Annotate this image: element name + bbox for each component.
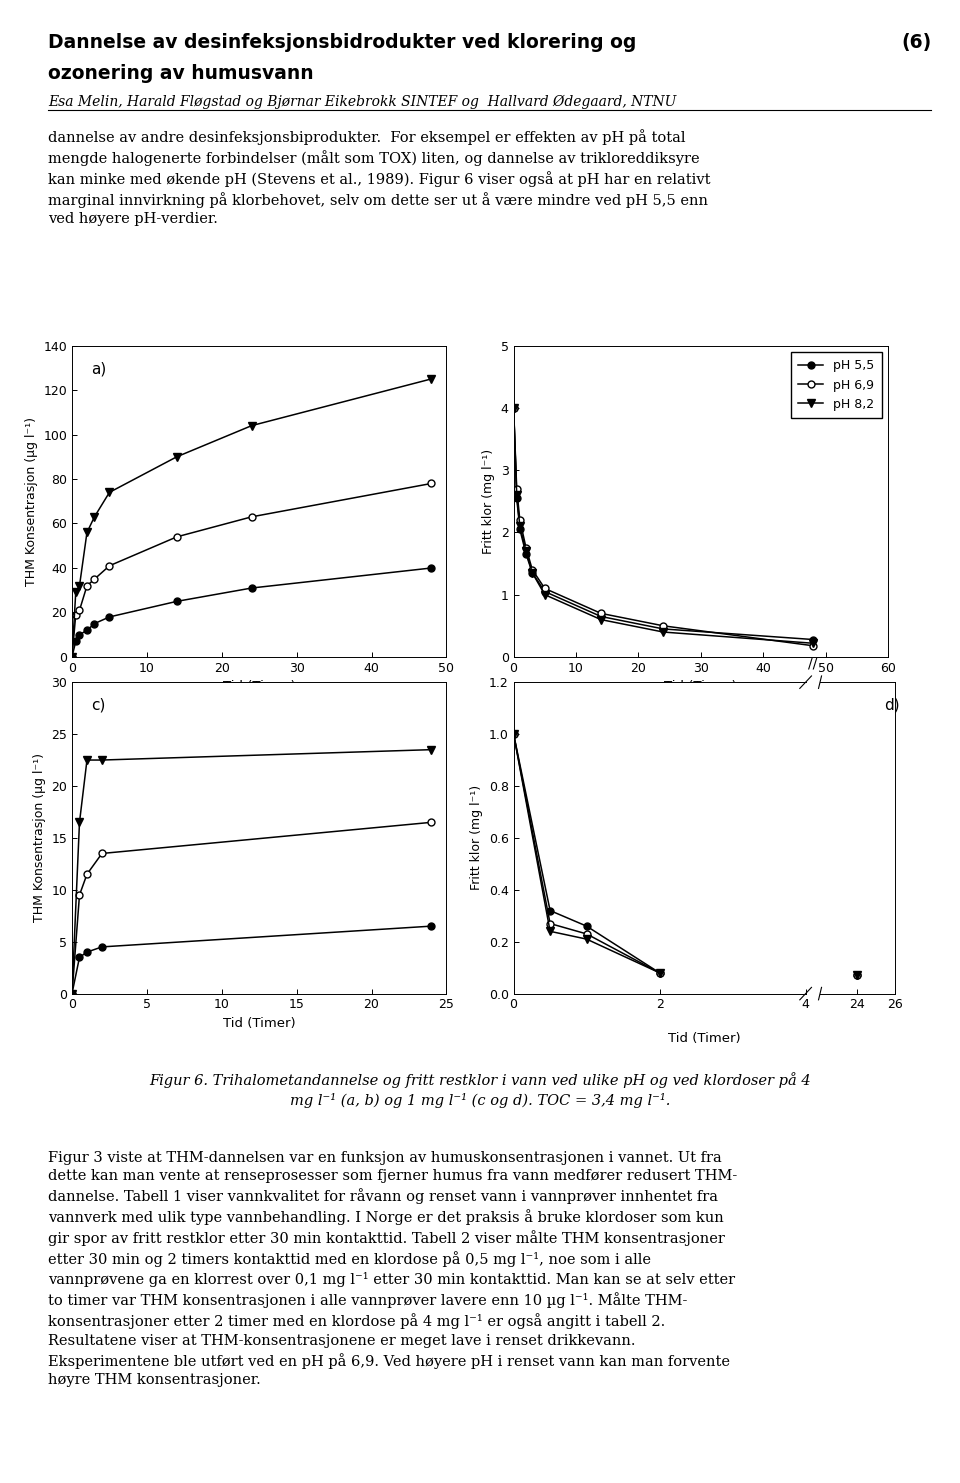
Text: ozonering av humusvann: ozonering av humusvann — [48, 64, 314, 83]
Legend: pH 5,5, pH 6,9, pH 8,2: pH 5,5, pH 6,9, pH 8,2 — [790, 351, 881, 418]
Text: Figur 3 viste at THM-dannelsen var en funksjon av humuskonsentrasjonen i vannet.: Figur 3 viste at THM-dannelsen var en fu… — [48, 1151, 737, 1387]
Text: dannelse av andre desinfeksjonsbiprodukter.  For eksempel er effekten av pH på t: dannelse av andre desinfeksjonsbiprodukt… — [48, 129, 710, 227]
Text: Figur 6. Trihalometandannelse og fritt restklor i vann ved ulike pH og ved klord: Figur 6. Trihalometandannelse og fritt r… — [149, 1072, 811, 1108]
Text: a): a) — [90, 362, 106, 377]
Text: //: // — [808, 657, 818, 670]
Text: b): b) — [853, 362, 870, 377]
Text: Tid (Timer): Tid (Timer) — [668, 1032, 740, 1046]
Text: d): d) — [884, 698, 900, 713]
X-axis label: Tid (Timer): Tid (Timer) — [223, 681, 296, 694]
Text: c): c) — [90, 698, 105, 713]
Y-axis label: THM Konsentrasjon (µg l⁻¹): THM Konsentrasjon (µg l⁻¹) — [33, 753, 46, 922]
Y-axis label: Fritt klor (mg l⁻¹): Fritt klor (mg l⁻¹) — [470, 786, 483, 890]
Text: Esa Melin, Harald Fløgstad og Bjørnar Eikebrokk SINTEF og  Hallvard Ødegaard, NT: Esa Melin, Harald Fløgstad og Bjørnar Ei… — [48, 95, 677, 110]
Y-axis label: THM Konsentrasjon (µg l⁻¹): THM Konsentrasjon (µg l⁻¹) — [25, 417, 37, 586]
Text: (6): (6) — [900, 33, 931, 52]
X-axis label: Tid (Timer): Tid (Timer) — [664, 681, 737, 694]
X-axis label: Tid (Timer): Tid (Timer) — [223, 1017, 296, 1031]
Text: Dannelse av desinfeksjonsbidrodukter ved klorering og: Dannelse av desinfeksjonsbidrodukter ved… — [48, 33, 636, 52]
Y-axis label: Fritt klor (mg l⁻¹): Fritt klor (mg l⁻¹) — [482, 449, 495, 553]
